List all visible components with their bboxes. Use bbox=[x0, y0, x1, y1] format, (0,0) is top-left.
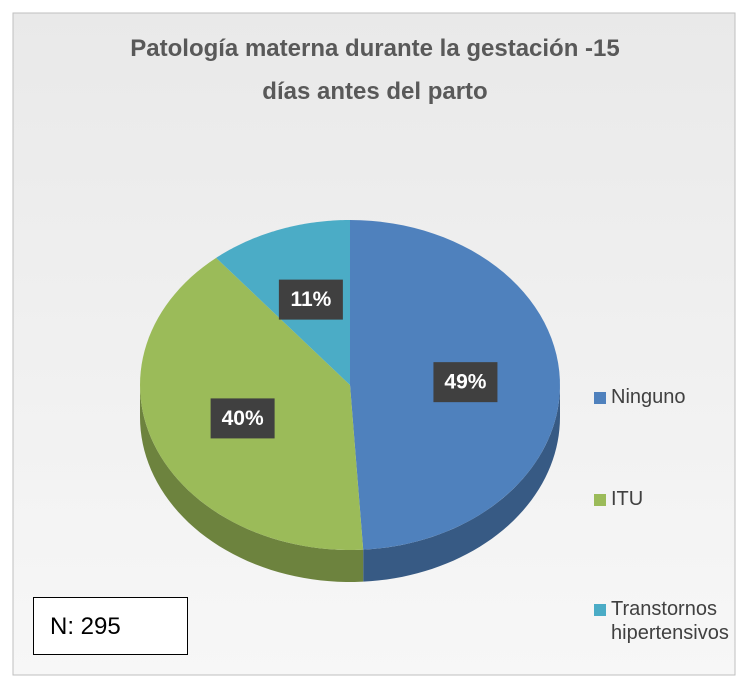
data-label-box bbox=[433, 362, 498, 403]
slice-side bbox=[140, 385, 364, 582]
data-label-box bbox=[210, 398, 275, 439]
chart-title: Patología materna durante la gestación -… bbox=[130, 35, 619, 105]
legend-label: ITU bbox=[611, 488, 644, 510]
legend-swatch bbox=[594, 392, 606, 404]
legend-swatch bbox=[594, 604, 606, 616]
data-label: 11% bbox=[290, 288, 331, 311]
data-label: 49% bbox=[444, 371, 486, 394]
legend-swatch bbox=[594, 494, 606, 506]
legend-label: Ninguno bbox=[611, 386, 686, 408]
data-label: 40% bbox=[222, 407, 264, 430]
legend-label: Transtornos hipertensivos bbox=[611, 598, 729, 644]
data-label-box bbox=[278, 279, 343, 320]
slice-side bbox=[363, 385, 560, 582]
annotation: N: 295 bbox=[33, 597, 188, 655]
